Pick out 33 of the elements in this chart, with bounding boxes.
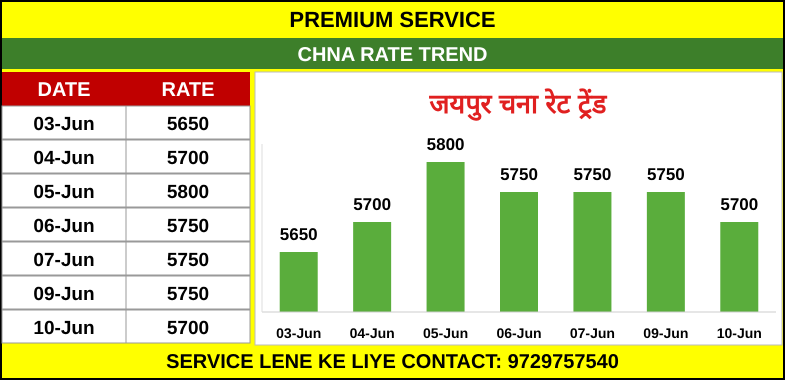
data-label: 5650	[280, 225, 318, 244]
x-tick-label: 05-Jun	[423, 325, 468, 341]
x-tick-label: 04-Jun	[350, 325, 395, 341]
text: RATE	[162, 79, 214, 101]
category-label: 04-Jun	[33, 148, 95, 169]
data-label: 5750	[646, 165, 685, 184]
x-tick-label: 06-Jun	[496, 325, 542, 341]
x-tick-label: 10-Jun	[716, 325, 762, 341]
data-label: 5700	[166, 318, 210, 339]
data-label: 5700	[166, 148, 210, 169]
data-label: 5800	[166, 182, 210, 203]
x-tick-label: 09-Jun	[643, 325, 688, 341]
chart-subtitle: CHNA RATE TREND	[298, 44, 488, 66]
x-tick-label: 03-Jun	[276, 325, 322, 341]
category-label: 09-Jun	[33, 284, 95, 305]
text: SERVICE LENE KE LIYE CONTACT: 9729757540	[166, 351, 619, 373]
data-label: 5650	[166, 114, 210, 135]
data-label: 5750	[574, 165, 612, 184]
text: DATE	[38, 79, 90, 101]
data-label: 5750	[166, 284, 210, 305]
data-label: 5800	[426, 135, 464, 154]
data-label: 5700	[353, 195, 392, 214]
chart-title: जयपुर चना रेट ट्रेंड	[428, 88, 608, 121]
category-label: 06-Jun	[33, 216, 95, 237]
data-label: 5750	[166, 216, 210, 237]
x-tick-label: 07-Jun	[570, 325, 615, 341]
data-label: 5700	[720, 195, 758, 214]
category-label: 05-Jun	[33, 182, 95, 203]
category-label: 03-Jun	[33, 114, 95, 135]
text: PREMIUM SERVICE	[289, 7, 496, 32]
data-label: 5750	[500, 165, 538, 184]
data-label: 5750	[166, 250, 210, 271]
category-label: 07-Jun	[33, 250, 95, 271]
